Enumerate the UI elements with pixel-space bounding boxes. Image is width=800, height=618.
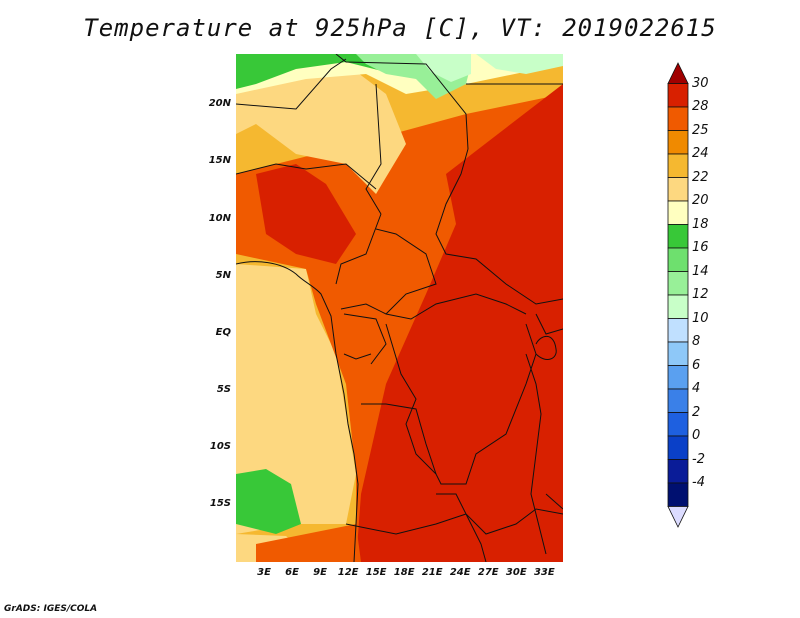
- colorbar-box: [667, 200, 689, 225]
- lat-tick-label: 10N: [208, 212, 231, 224]
- lat-tick-label: EQ: [215, 326, 231, 338]
- grads-credit: GrADS: IGES/COLA: [4, 604, 98, 614]
- colorbar-box: [667, 224, 689, 249]
- colorbar-box: [667, 294, 689, 319]
- colorbar-box: [667, 130, 689, 155]
- colorbar-label: 24: [692, 146, 709, 161]
- colorbar-label: 14: [692, 263, 709, 279]
- field-palegreen-ne: [476, 54, 563, 74]
- colorbar-box: [667, 153, 689, 178]
- colorbar-box: [667, 177, 689, 202]
- field-cool-ocean: [236, 264, 356, 534]
- lon-tick-label: 15E: [365, 567, 387, 578]
- field-pale-north: [236, 64, 406, 194]
- colorbar-box: [667, 388, 689, 413]
- colorbar-label: 10: [692, 310, 709, 326]
- colorbar-label: 8: [692, 334, 701, 349]
- colorbar-label: 12: [692, 287, 709, 302]
- colorbar-box: [667, 106, 689, 131]
- field-orange-south: [256, 524, 361, 562]
- lat-tick-label: 5S: [216, 383, 231, 395]
- borders: [236, 54, 563, 562]
- colorbar-label: -2: [692, 451, 705, 467]
- colorbar-box: [667, 459, 689, 484]
- lat-tick-label: 15S: [209, 497, 231, 509]
- lon-tick-label: 21E: [421, 567, 443, 578]
- colorbar-box: [667, 247, 689, 272]
- colorbar-box: [667, 365, 689, 390]
- colorbar-label: 4: [692, 381, 701, 396]
- colorbar-arrow-top: [667, 62, 689, 84]
- temperature-map: [236, 54, 563, 562]
- colorbar-label: 0: [692, 428, 701, 443]
- colorbar-arrow-bottom: [667, 506, 689, 528]
- page-title: Temperature at 925hPa [C], VT: 201902261…: [83, 14, 717, 42]
- lon-tick-label: 30E: [505, 567, 527, 578]
- lon-tick-label: 24E: [449, 567, 471, 578]
- lon-tick-label: 18E: [393, 567, 415, 578]
- lon-tick-label: 27E: [477, 567, 499, 578]
- field-red-west: [256, 164, 356, 264]
- lat-tick-label: 10S: [209, 440, 231, 452]
- lon-tick-label: 9E: [313, 567, 327, 578]
- colorbar-label: 22: [692, 169, 709, 185]
- colorbar-box: [667, 412, 689, 437]
- lat-tick-label: 5N: [215, 269, 231, 281]
- field-green-south: [236, 469, 301, 534]
- field-palest-north: [416, 54, 471, 82]
- field-red: [356, 84, 563, 562]
- colorbar-box: [667, 435, 689, 460]
- colorbar-box: [667, 341, 689, 366]
- colorbar-box: [667, 318, 689, 343]
- colorbar-label: 30: [692, 75, 709, 91]
- colorbar-box: [667, 271, 689, 296]
- colorbar-label: 18: [692, 216, 709, 232]
- lon-tick-label: 12E: [337, 567, 359, 578]
- colorbar-box: [667, 83, 689, 108]
- colorbar-label: 16: [692, 240, 709, 255]
- lat-tick-label: 15N: [208, 155, 231, 167]
- lon-tick-label: 33E: [533, 567, 555, 578]
- map-canvas: [236, 54, 563, 562]
- colorbar-label: 25: [692, 122, 709, 138]
- colorbar-label: 6: [692, 357, 701, 373]
- colorbar-label: 2: [692, 404, 701, 420]
- lon-tick-label: 6E: [285, 567, 299, 578]
- lon-tick-label: 3E: [257, 567, 271, 578]
- colorbar-box: [667, 482, 689, 507]
- colorbar: [667, 62, 689, 528]
- colorbar-label: 28: [692, 99, 709, 114]
- colorbar-label: -4: [692, 475, 705, 490]
- lat-tick-label: 20N: [208, 98, 231, 110]
- colorbar-label: 20: [692, 193, 709, 208]
